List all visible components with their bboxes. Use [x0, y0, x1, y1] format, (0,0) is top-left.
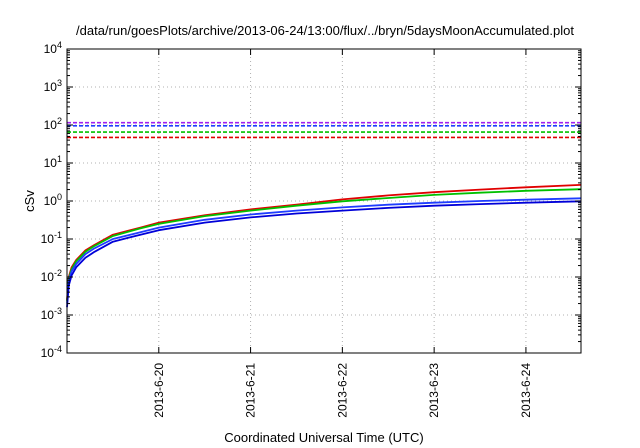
y-tick-base: 10 [41, 346, 55, 360]
series-line [66, 188, 582, 302]
x-tick-label: 2013-6-23 [427, 363, 441, 418]
series-lines [66, 184, 582, 308]
y-tick-base: 10 [44, 156, 58, 170]
y-tick-label: 100 [44, 192, 62, 208]
chart-title: /data/run/goesPlots/archive/2013-06-24/1… [76, 23, 574, 38]
y-tick-label: 10-1 [41, 230, 62, 246]
y-tick-exponent: -4 [54, 344, 62, 354]
y-axis-label: cSv [22, 190, 37, 212]
y-tick-exponent: -3 [54, 306, 62, 316]
y-tick-base: 10 [44, 42, 58, 56]
series-line [66, 184, 582, 300]
y-tick-base: 10 [41, 308, 55, 322]
y-tick-exponent: 0 [57, 192, 62, 202]
x-axis: 2013-6-20 2013-6-21 2013-6-22 2013-6-23 2013… [152, 49, 533, 418]
x-tick-label: 2013-6-20 [152, 363, 166, 418]
y-tick-exponent: 4 [57, 40, 62, 50]
y-tick-exponent: 3 [57, 78, 62, 88]
x-tick-label: 2013-6-22 [335, 363, 349, 418]
y-tick-label: 10-2 [41, 268, 62, 284]
series-line [66, 200, 582, 308]
y-tick-base: 10 [41, 232, 55, 246]
x-axis-label: Coordinated Universal Time (UTC) [224, 430, 423, 445]
y-tick-base: 10 [41, 270, 55, 284]
y-tick-exponent: 2 [57, 116, 62, 126]
y-tick-label: 10-3 [41, 306, 62, 322]
y-tick-base: 10 [44, 118, 58, 132]
y-tick-exponent: -1 [54, 230, 62, 240]
threshold-lines [67, 121, 581, 139]
y-tick-exponent: -2 [54, 268, 62, 278]
y-tick-base: 10 [44, 194, 58, 208]
y-tick-label: 102 [44, 116, 62, 132]
x-tick-label: 2013-6-24 [519, 363, 533, 418]
y-tick-label: 103 [44, 78, 62, 94]
y-tick-label: 10-4 [41, 344, 62, 360]
y-tick-exponent: 1 [57, 154, 62, 164]
series-line [66, 197, 582, 304]
y-tick-label: 104 [44, 40, 62, 56]
y-tick-base: 10 [44, 80, 58, 94]
y-tick-label: 101 [44, 154, 62, 170]
x-tick-label: 2013-6-21 [244, 363, 258, 418]
